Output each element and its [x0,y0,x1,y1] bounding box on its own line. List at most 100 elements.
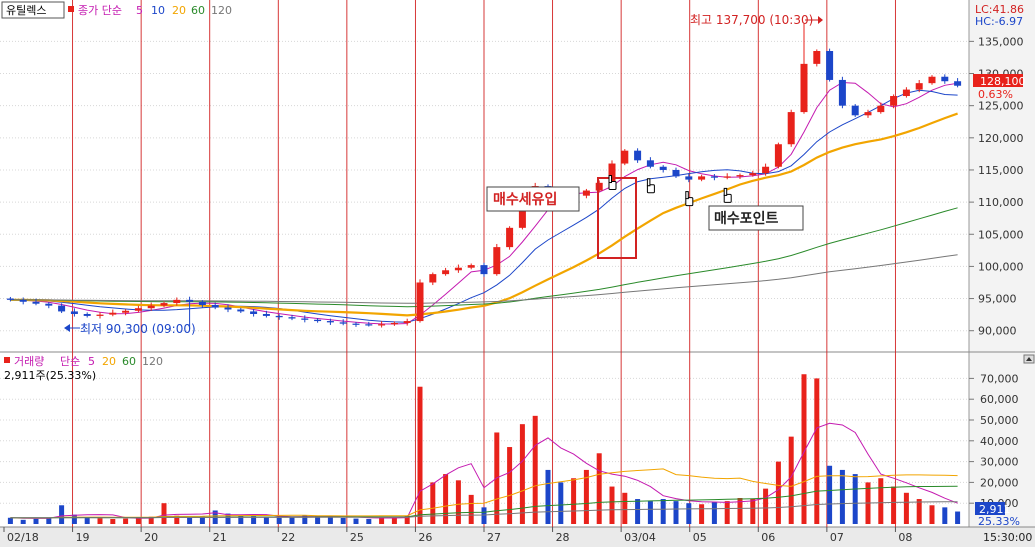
stock-name-box[interactable] [1,1,65,19]
price-tick-label: 110,000 [978,196,1024,209]
candle-body [454,267,462,271]
volume-bar [315,516,321,524]
candle-body [237,309,245,312]
volume-tick-label: 60,000 [980,393,1019,406]
time-axis-panel [0,527,1035,547]
candle-body [518,195,526,228]
hand-pointer-icon [646,178,655,194]
volume-bar [955,511,961,524]
price-tick-label: 90,000 [978,325,1017,338]
date-tick-label: 08 [898,531,912,544]
volume-bar [878,478,884,524]
volume-bar [609,486,615,524]
volume-bar [276,517,282,524]
candle-body [851,105,859,116]
volume-bar [763,488,769,524]
change-percent: 0.63% [978,88,1013,101]
high-price-label: 최고 137,700 (10:30) [690,13,813,27]
price-tick-label: 105,000 [978,228,1024,241]
volume-bar [596,453,602,524]
date-axis-ticks: 02/18 19 20 21 22 25 26 27 28 03/04 05 06 07 08 [3,527,912,544]
volume-bar [135,517,141,524]
candle-body [122,310,130,313]
candle-body [493,247,501,275]
candle-body [58,305,66,312]
date-tick-label: 05 [693,531,707,544]
date-tick-label: 03/04 [624,531,656,544]
volume-tick-label: 40,000 [980,435,1019,448]
date-tick-label: 20 [144,531,158,544]
volume-bar [635,499,641,524]
volume-tick-label: 70,000 [980,372,1019,385]
candle-body [634,150,642,161]
volume-bar [737,498,743,524]
volume-tick-label: 30,000 [980,456,1019,469]
hand-pointer-icon [685,191,694,207]
volume-bar [110,519,116,524]
volume-bar [59,505,65,524]
current-volume-percent: 25.33% [978,515,1020,528]
volume-bar [481,507,487,524]
current-price-badge [973,74,1023,87]
candle-body [646,160,654,167]
date-tick-label: 27 [487,531,501,544]
candle-body [250,311,258,314]
candle-body [262,313,270,316]
candle-body [416,282,424,322]
candle-body [864,112,872,116]
candle-body [480,265,488,275]
candle-body [621,150,629,164]
volume-bar [417,386,423,524]
hc-label: HC:-6.97 [975,15,1023,28]
candle-body [915,83,923,90]
volume-bar [366,519,372,524]
volume-bar [903,492,909,524]
volume-bar [161,503,167,524]
volume-bar [340,517,346,524]
candle-body [608,163,616,183]
volume-summary: 2,911주(25.33%) [4,369,96,382]
volume-bar [199,516,205,524]
volume-bar [327,516,333,524]
price-tick-label: 115,000 [978,164,1024,177]
candle-body [147,305,155,309]
hand-pointer-icon [608,175,617,191]
candle-body [902,89,910,97]
candle-body [275,315,283,318]
volume-tick-label: 50,000 [980,414,1019,427]
ma-period-20: 20 [172,4,186,17]
volume-bar [942,507,948,524]
volume-bar [123,518,129,524]
volume-bar [289,516,295,524]
volume-bar [7,517,13,524]
high-arrow-icon [818,16,823,24]
candle-body [83,313,91,316]
volume-bar [71,514,77,524]
candle-body [813,51,821,64]
price-tick-label: 100,000 [978,260,1024,273]
candle-body [800,63,808,113]
candle-body [467,265,475,268]
candle-body [838,79,846,106]
volume-bar [379,517,385,524]
volume-bar [891,486,897,524]
date-tick-label: 28 [556,531,570,544]
ma-period-60: 60 [191,4,205,17]
ma-line-120 [10,254,958,304]
volume-bar [801,374,807,524]
volume-bar [238,515,244,524]
ma-period-5: 5 [136,4,143,17]
date-tick-label: 02/18 [7,531,39,544]
current-volume: 2,911 [979,503,1011,516]
candle-body [736,175,744,177]
ma-line-60 [10,207,958,308]
candle-body [288,317,296,319]
price-tick-label: 120,000 [978,132,1024,145]
candle-body [390,322,398,325]
inflow-label-box [486,186,580,212]
ma-line-10 [10,89,958,323]
volume-bar [711,502,717,524]
candle-body [506,227,514,248]
volume-ma-line-5 [10,422,958,519]
